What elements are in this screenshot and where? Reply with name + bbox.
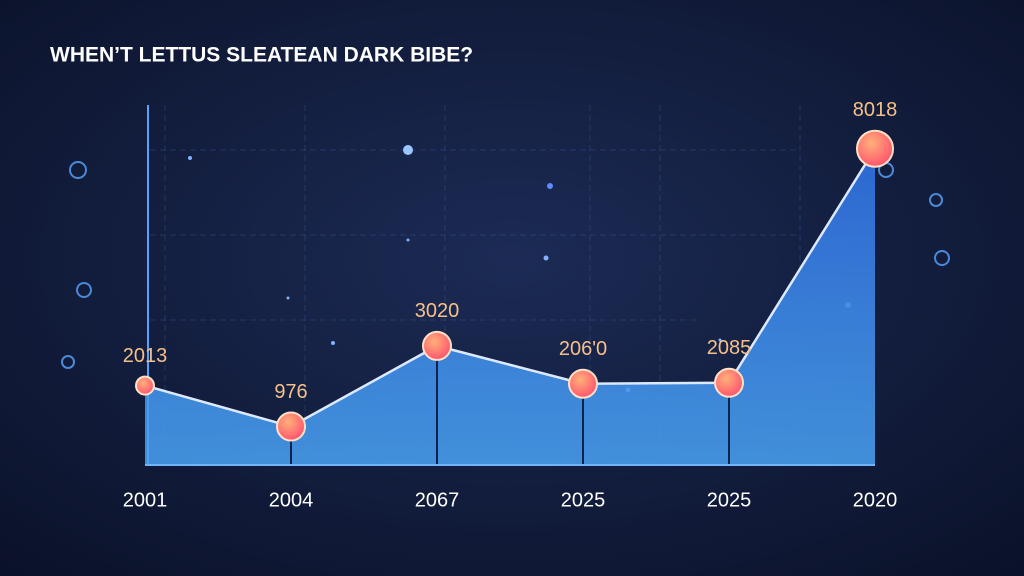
- data-point: [856, 129, 894, 168]
- data-point: [135, 375, 155, 396]
- data-label: 206'0: [559, 338, 607, 360]
- data-point: [714, 367, 744, 398]
- line: [144, 148, 877, 428]
- chart-title: WHEN’T LETTUS SLEATEAN DARK BIBE?: [50, 44, 473, 67]
- data-point: [276, 411, 306, 442]
- x-tick-label: 2025: [561, 489, 606, 511]
- data-label: 3020: [415, 300, 460, 322]
- data-label: 976: [274, 381, 307, 403]
- data-label: 2013: [123, 345, 168, 367]
- x-tick-label: 2001: [123, 489, 168, 511]
- data-label: 2085: [707, 337, 752, 359]
- data-point: [422, 330, 452, 361]
- x-tick-label: 2020: [853, 489, 898, 511]
- area: [145, 148, 875, 466]
- x-tick-label: 2067: [415, 489, 460, 511]
- data-point: [568, 368, 598, 399]
- x-tick-label: 2004: [269, 489, 314, 511]
- data-label: 8018: [853, 99, 898, 121]
- x-tick-label: 2025: [707, 489, 752, 511]
